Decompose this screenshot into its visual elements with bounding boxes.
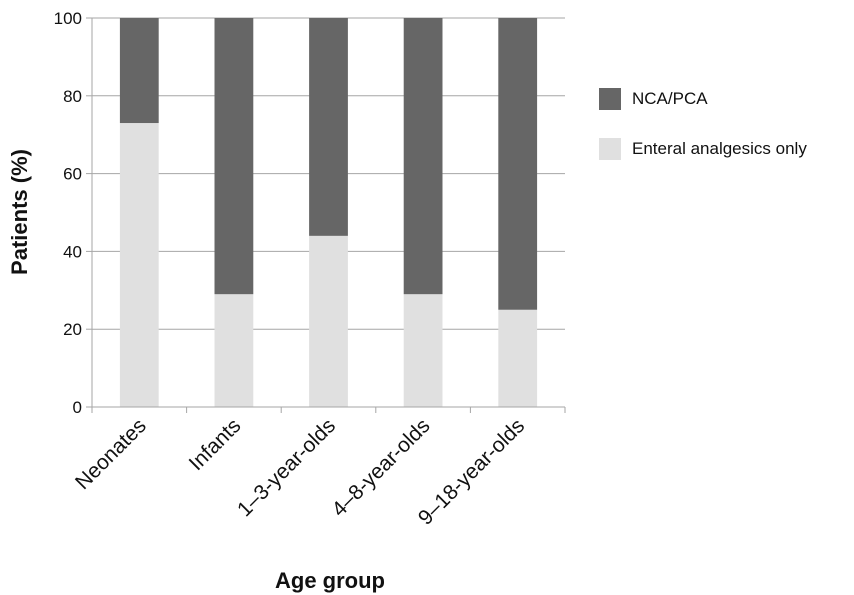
x-tick-label: Neonates	[71, 414, 151, 494]
legend-swatch	[599, 88, 621, 110]
bar-segment-enteral	[403, 294, 443, 407]
bar-segment-nca-pca	[403, 18, 443, 295]
x-axis-title: Age group	[275, 568, 385, 593]
y-tick-label: 100	[54, 9, 82, 28]
bar-segment-enteral	[214, 294, 254, 407]
y-axis-title: Patients (%)	[7, 149, 32, 275]
bars	[119, 18, 538, 407]
y-tick-label: 0	[73, 398, 82, 417]
bar-segment-nca-pca	[119, 18, 159, 124]
x-tick-label: 1–3-year-olds	[233, 414, 340, 521]
bar-segment-nca-pca	[498, 18, 538, 310]
y-tick-label: 60	[63, 165, 82, 184]
legend-label: NCA/PCA	[632, 89, 708, 108]
bar-segment-enteral	[119, 123, 159, 407]
bar-segment-enteral	[309, 235, 348, 407]
x-tick-label: Infants	[185, 414, 246, 475]
x-tick-labels: Neonates Infants1–3-year-olds4–8-year-old…	[71, 414, 529, 529]
x-tick-label: 4–8-year-olds	[328, 414, 435, 521]
bar-segment-enteral	[498, 309, 538, 407]
y-tick-label: 20	[63, 320, 82, 339]
y-tick-labels: 0 20 40 60 80 100	[54, 9, 82, 417]
legend: NCA/PCA Enteral analgesics only	[599, 88, 807, 160]
y-tick-label: 80	[63, 87, 82, 106]
bar-segment-nca-pca	[309, 18, 348, 236]
legend-swatch	[599, 138, 621, 160]
y-tick-label: 40	[63, 242, 82, 261]
axes	[86, 17, 566, 413]
bar-segment-nca-pca	[214, 18, 254, 295]
legend-label: Enteral analgesics only	[632, 139, 807, 158]
